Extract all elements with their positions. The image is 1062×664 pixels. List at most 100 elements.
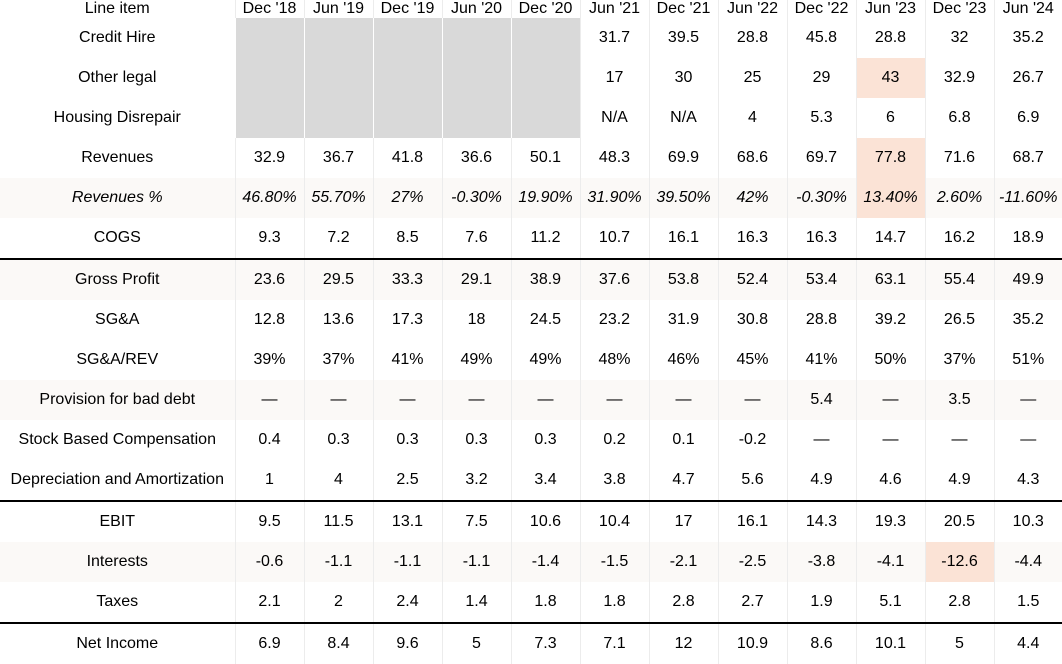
table-cell: — <box>993 380 1062 420</box>
table-cell: 17 <box>648 500 718 542</box>
table-cell: -0.30% <box>441 178 511 218</box>
table-cell: 41% <box>372 340 442 380</box>
column-header-line-item: Line item <box>84 0 150 17</box>
table-cell: 46.80% <box>234 178 304 218</box>
table-cell: — <box>441 380 511 420</box>
table-cell: 37% <box>303 340 373 380</box>
column-header-period: Dec '22 <box>786 0 856 18</box>
row-label: Interests <box>0 542 235 582</box>
table-cell: 2.5 <box>372 460 442 501</box>
table-cell: 16.3 <box>786 218 856 259</box>
table-cell: 1.8 <box>579 582 649 623</box>
table-cell <box>234 18 304 58</box>
row-label: Provision for bad debt <box>0 380 235 420</box>
table-cell: 4.9 <box>786 460 856 501</box>
table-cell: 20.5 <box>924 500 994 542</box>
table-cell: 4 <box>717 98 787 138</box>
row-label: Gross Profit <box>0 258 235 300</box>
table-cell: 3.8 <box>579 460 649 501</box>
table-cell: N/A <box>579 98 649 138</box>
table-cell: 29.5 <box>303 258 373 300</box>
table-row: SG&A 12.8 13.6 17.3 18 24.5 23.2 31.9 30.8 28.8 39… <box>0 300 1062 340</box>
table-cell: 6.9 <box>993 98 1062 138</box>
table-cell: 8.5 <box>372 218 442 259</box>
table-cell: -2.1 <box>648 542 718 582</box>
row-label: Depreciation and Amortization <box>10 471 224 488</box>
table-cell: 30.8 <box>717 300 787 340</box>
table-cell: 38.9 <box>510 258 580 300</box>
table-cell: 49% <box>510 340 580 380</box>
table-cell: 10.9 <box>717 622 787 664</box>
column-header-period: Dec '20 <box>510 0 580 18</box>
column-header-period: Dec '18 <box>234 0 304 18</box>
row-label: SG&A/REV <box>76 351 159 368</box>
table-cell: — <box>648 380 718 420</box>
table-cell: 48.3 <box>579 138 649 178</box>
table-cell: 28.8 <box>855 18 925 58</box>
table-cell: 11.2 <box>510 218 580 259</box>
table-cell: 18.9 <box>993 218 1062 259</box>
column-header-period: Dec '19 <box>372 0 442 18</box>
table-cell: 37.6 <box>579 258 649 300</box>
table-cell: 4.4 <box>993 622 1062 664</box>
table-cell: 17.3 <box>372 300 442 340</box>
table-cell: 7.3 <box>510 622 580 664</box>
table-row: SG&A/REV 39% 37% 41% 49% 49% 48% 46% 45% 41% 50% 37… <box>0 340 1062 380</box>
table-cell: 16.2 <box>924 218 994 259</box>
table-cell: 4 <box>303 460 373 501</box>
table-cell: 10.3 <box>993 500 1062 542</box>
table-cell: 2.1 <box>234 582 304 623</box>
table-cell: 50.1 <box>510 138 580 178</box>
table-cell: -0.30% <box>786 178 856 218</box>
table-cell <box>303 58 373 98</box>
table-cell: 53.4 <box>786 258 856 300</box>
table-cell: 16.3 <box>717 218 787 259</box>
table-row: Provision for bad debt — — — — — — — —5.4—3.5— <box>0 380 1062 420</box>
table-row: Revenues % 46.80% 55.70% 27% -0.30% 19.90% 31.… <box>0 178 1062 218</box>
table-cell <box>441 98 511 138</box>
table-cell: 51% <box>993 340 1062 380</box>
table-cell: 8.6 <box>786 622 856 664</box>
table-cell <box>510 98 580 138</box>
table-cell: 42% <box>717 178 787 218</box>
table-cell: — <box>717 380 787 420</box>
table-cell: 4.7 <box>648 460 718 501</box>
table-cell: 10.6 <box>510 500 580 542</box>
table-cell: 2.7 <box>717 582 787 623</box>
table-cell: 0.3 <box>372 420 442 460</box>
table-cell: 3.2 <box>441 460 511 501</box>
table-cell: -4.1 <box>855 542 925 582</box>
table-cell: 31.9 <box>648 300 718 340</box>
table-cell: 7.5 <box>441 500 511 542</box>
table-cell: 4.6 <box>855 460 925 501</box>
table-cell: 23.2 <box>579 300 649 340</box>
table-cell: 29.1 <box>441 258 511 300</box>
table-cell: 41.8 <box>372 138 442 178</box>
table-cell: 50% <box>855 340 925 380</box>
row-label: Stock Based Compensation <box>18 431 216 448</box>
row-label: Other legal <box>78 69 157 86</box>
table-cell: 0.3 <box>441 420 511 460</box>
table-cell: 35.2 <box>993 18 1062 58</box>
table-cell: -1.1 <box>303 542 373 582</box>
table-cell: 49% <box>441 340 511 380</box>
table-cell <box>372 18 442 58</box>
table-cell: 24.5 <box>510 300 580 340</box>
table-cell: 13.6 <box>303 300 373 340</box>
table-cell: 39.50% <box>648 178 718 218</box>
table-cell: 1.9 <box>786 582 856 623</box>
table-cell: 53.8 <box>648 258 718 300</box>
table-cell: 2.8 <box>648 582 718 623</box>
table-cell: 32.9 <box>234 138 304 178</box>
table-body: Credit Hire 31.7 39.5 28.8 45.8 28.8 32 35.2 Oth… <box>0 18 1062 664</box>
table-cell: — <box>579 380 649 420</box>
table-cell: 6.8 <box>924 98 994 138</box>
row-label: Housing Disrepair <box>53 109 181 126</box>
table-cell: 43 <box>855 58 925 98</box>
table-cell: 1 <box>234 460 304 501</box>
table-cell: 8.4 <box>303 622 373 664</box>
row-label: Credit Hire <box>79 29 156 46</box>
table-cell: 13.40% <box>855 178 925 218</box>
table-cell: 4.3 <box>993 460 1062 501</box>
table-cell: 55.4 <box>924 258 994 300</box>
